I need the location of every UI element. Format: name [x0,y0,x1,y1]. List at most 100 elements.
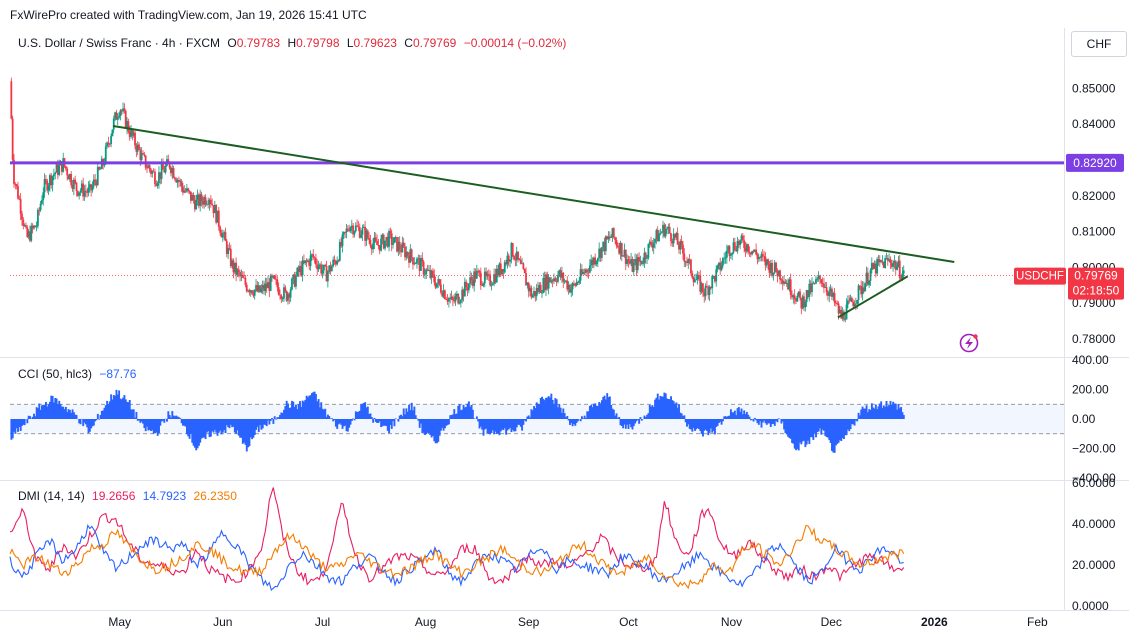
candle-body [311,254,313,256]
candle-body [687,259,690,263]
candle-body [425,269,428,275]
cci-bar [610,404,613,419]
cci-bar [648,404,651,419]
candle-body [438,279,441,285]
candle-body [683,253,686,262]
cci-bar [804,419,807,448]
candle-body [376,240,378,245]
cci-bar [775,419,778,421]
cci-bar [594,403,597,419]
cci-bar [854,419,857,421]
cci-bar [394,418,397,419]
currency-button[interactable]: CHF [1071,31,1127,57]
candle-body [267,282,269,289]
cci-bar [17,419,19,432]
candle-body [672,233,675,244]
candle-body [140,153,143,161]
candle-body [708,286,711,296]
cci-bar [823,419,825,431]
cci-bar [651,405,654,419]
candle-body [466,287,469,291]
cci-bar [252,419,255,438]
candle-body [453,299,456,302]
candle-body [178,179,180,182]
candle-body [324,264,327,266]
cci-bar [795,419,798,451]
cci-bar [18,419,21,428]
candle-body [878,259,881,263]
candle-body [134,132,136,146]
candle-body [506,255,509,265]
candle-body [200,194,203,202]
cci-bar [384,419,387,426]
cci-bar [596,406,599,419]
cci-bar [283,409,285,419]
cci-bar [171,411,174,419]
candle-body [740,235,743,241]
cci-bar [827,419,829,438]
candle-body [570,289,573,293]
cci-bar [660,396,663,419]
cci-bar [885,400,888,419]
cci-bar [340,419,343,425]
candle-body [451,296,454,300]
high-label: H [287,36,297,50]
cci-bar [793,419,796,449]
candle-body [83,190,86,197]
candle-body [120,110,123,112]
candle-body [604,236,607,252]
candle-body [354,225,357,232]
candle-body [252,293,255,296]
cci-bar [466,403,469,419]
candle-body [715,269,718,282]
cci-bar [288,407,291,419]
candle-body [143,154,146,156]
cci-bar [788,419,791,438]
candle-body [350,225,353,228]
candle-body [785,283,788,284]
cci-bar [303,401,305,419]
cci-bar [178,417,180,419]
cci-bar [408,404,410,419]
cci-bar [38,403,41,419]
cci-bar [135,411,138,419]
candle-body [780,279,783,281]
cci-bar [700,419,703,434]
cci-tick-label: −200.00 [1072,442,1116,456]
event-marker-icon [959,333,979,353]
candle-body [474,271,477,279]
cci-bar [63,409,66,419]
marker-ring [959,333,979,353]
candle-body [551,280,554,282]
candle-body [566,280,569,290]
cci-bar [87,419,90,434]
cci-bar [370,417,373,419]
candle-body [497,268,499,276]
cci-bar [789,419,792,439]
candle-body [329,265,332,272]
candle-body [428,270,430,271]
cci-bar [860,409,863,419]
candle-body [80,183,83,191]
candle-body [490,285,493,286]
candle-body [313,257,316,259]
cci-bar [220,419,223,435]
candle-body [679,241,682,250]
candle-body [644,252,647,259]
cci-bar [193,419,196,448]
candle-body [362,226,365,228]
cci-bar [364,402,367,419]
candle-body [386,236,389,247]
candle-body [848,300,851,302]
cci-bar [646,414,649,419]
candle-body [623,249,626,256]
cci-bar [354,411,357,419]
candle-body [737,241,740,245]
cci-bar [513,419,516,432]
candle-body [896,266,898,270]
cci-bar [263,419,266,425]
cci-bar [23,419,26,426]
candle-body [489,274,492,286]
cci-bar [337,419,340,425]
